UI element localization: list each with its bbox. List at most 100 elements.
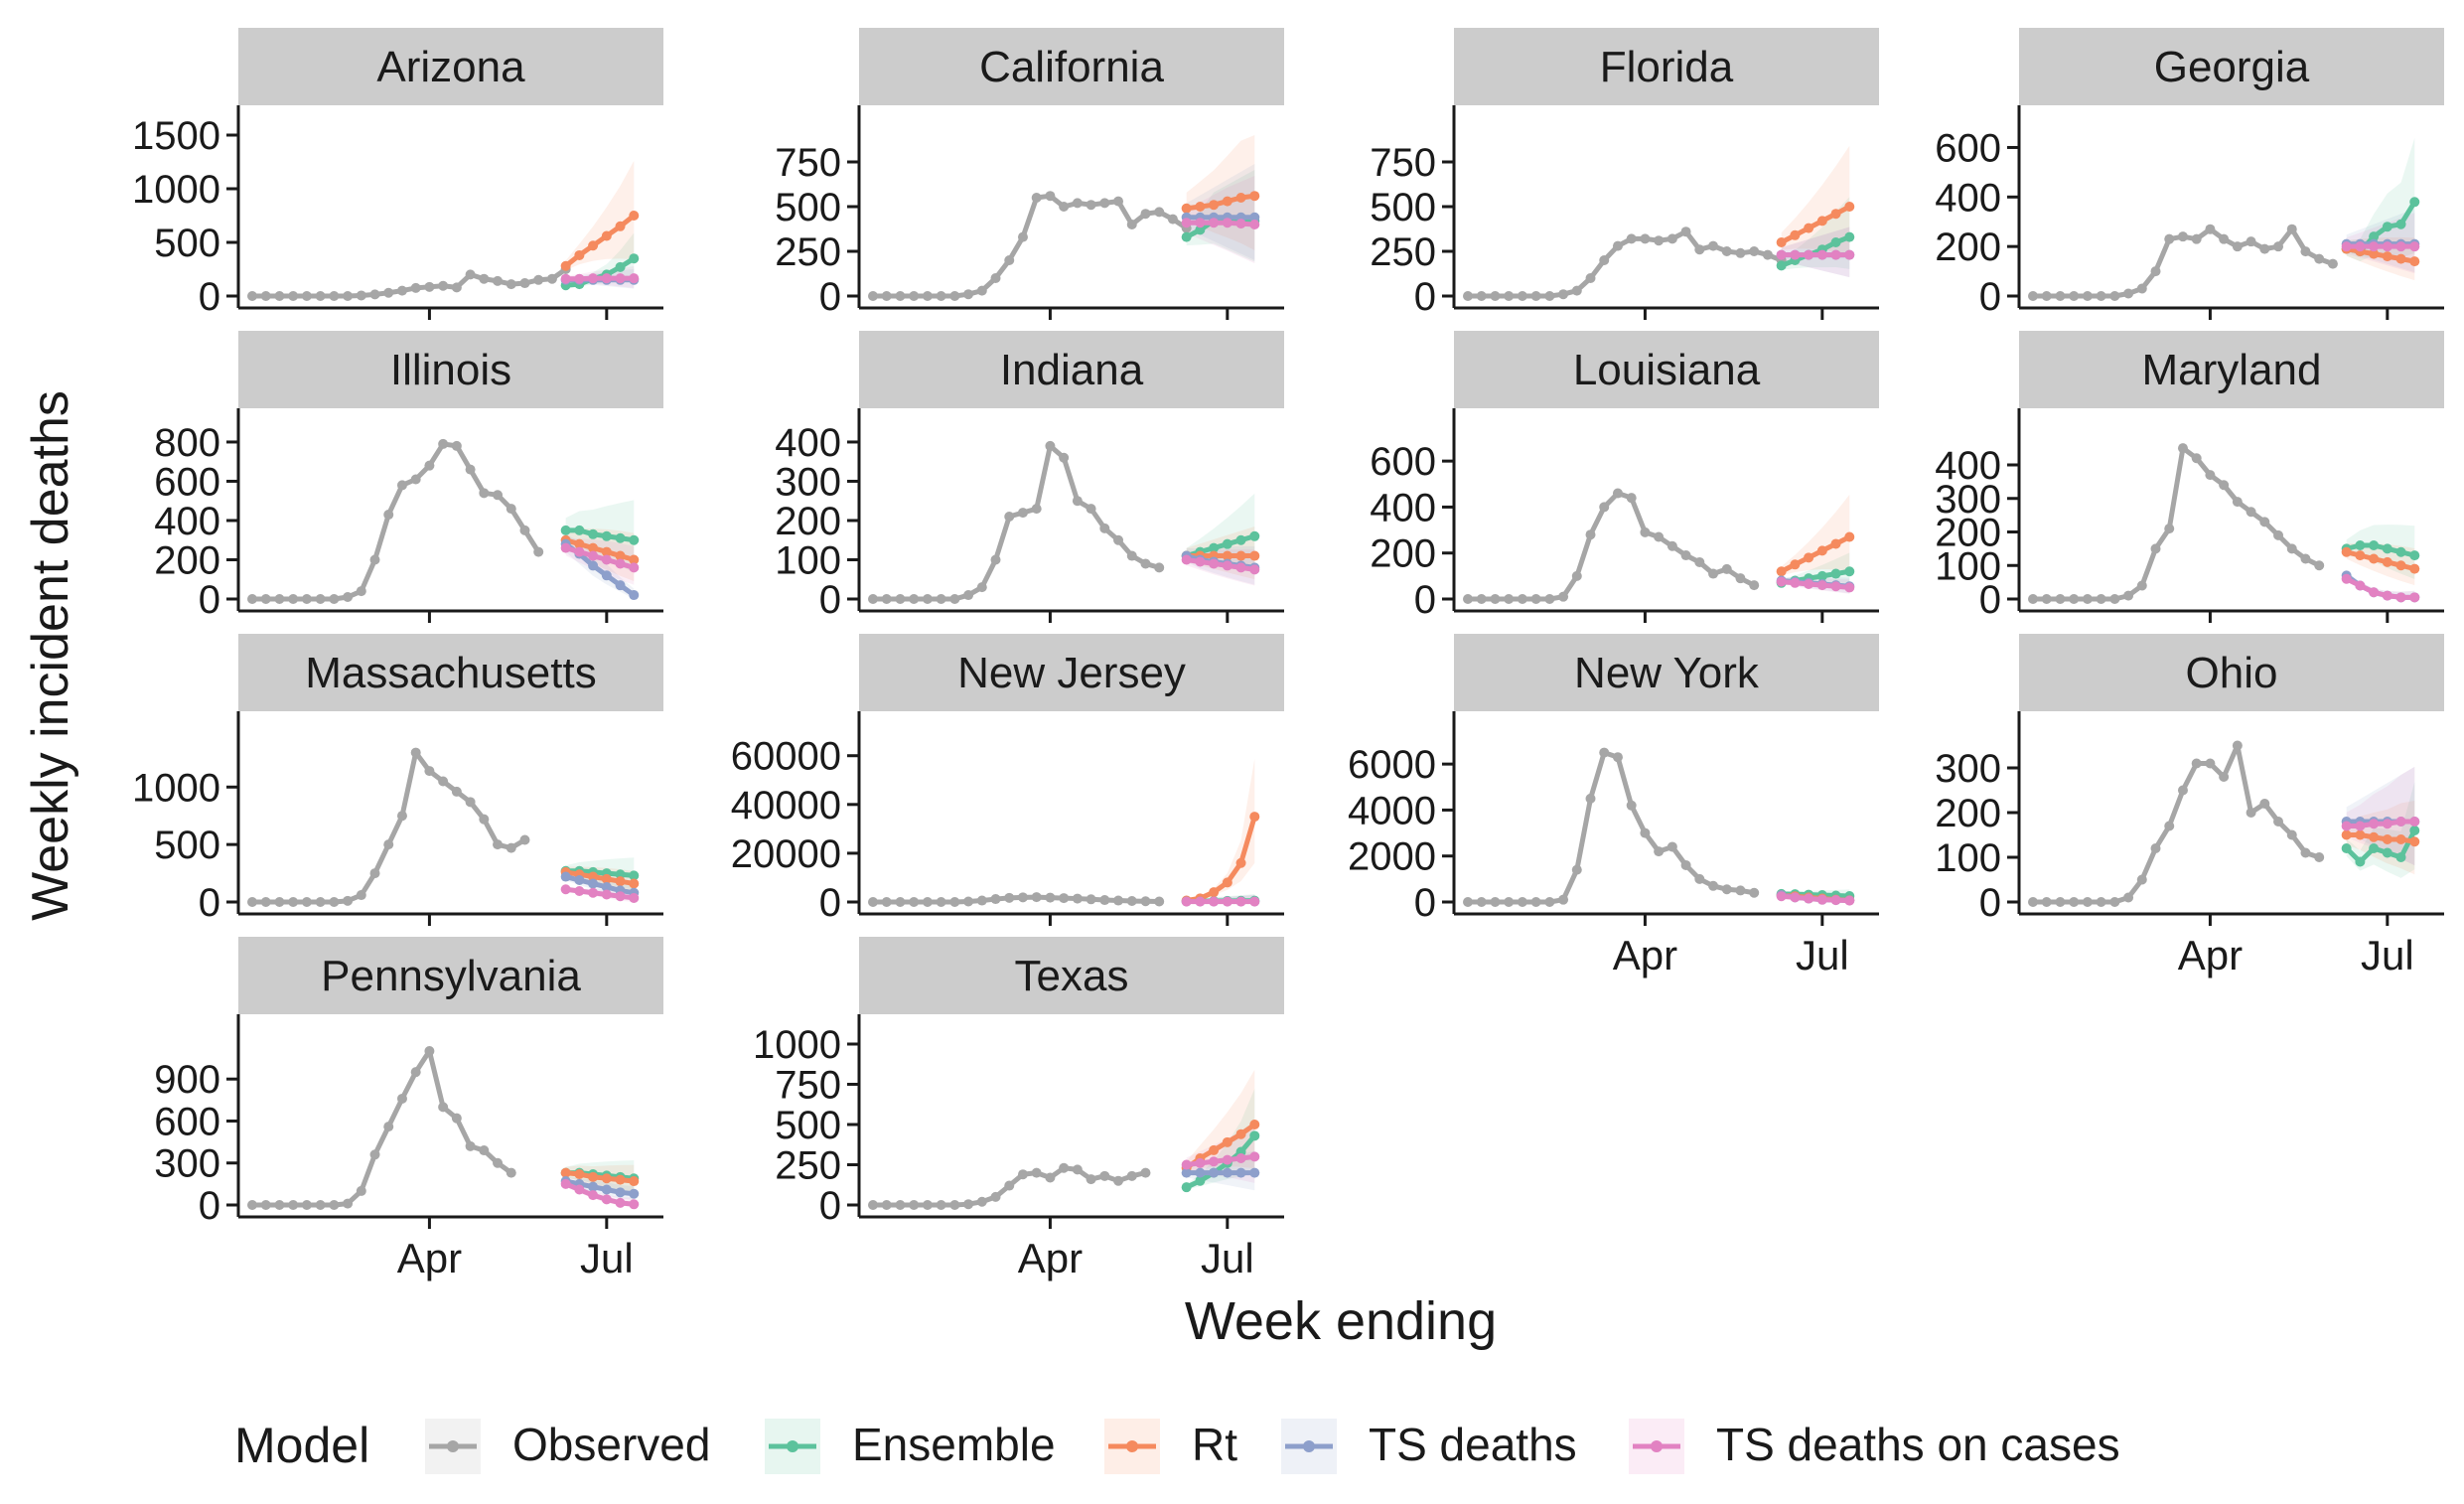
observed-point	[868, 1200, 878, 1210]
ts_cases-point	[1235, 1153, 1246, 1164]
y-tick-label: 600	[1370, 440, 1436, 484]
rt-point	[2395, 253, 2406, 264]
observed-point	[2286, 829, 2297, 840]
observed-point	[396, 1093, 407, 1104]
observed-point	[2314, 253, 2325, 264]
observed-point	[1476, 594, 1487, 604]
rt-point	[574, 249, 585, 260]
y-tick-label: 500	[775, 1104, 841, 1147]
observed-point	[506, 504, 516, 515]
ribbon-rt	[1186, 758, 1255, 902]
observed-point	[288, 1200, 299, 1210]
y-tick-label: 0	[1979, 275, 2001, 319]
ts_cases-point	[2341, 241, 2352, 252]
observed-point	[1544, 897, 1555, 907]
observed-point	[990, 273, 1001, 283]
ribbon-rt	[1186, 1069, 1255, 1174]
ts_cases-point	[1816, 580, 1827, 591]
observed-line	[2033, 743, 2320, 905]
y-tick-label: 0	[1979, 881, 2001, 925]
ts_cases-point	[588, 1190, 599, 1201]
ts_cases-point	[2395, 592, 2406, 603]
ensemble-point	[1830, 237, 1841, 247]
y-tick-label: 400	[1370, 486, 1436, 529]
facet-title: New Jersey	[957, 649, 1186, 697]
y-tick-label: 250	[775, 1144, 841, 1188]
observed-point	[881, 1200, 892, 1210]
rt-point	[601, 873, 612, 884]
observed-point	[260, 1200, 271, 1210]
facet-title: Pennsylvania	[321, 952, 581, 1000]
rt-point	[2382, 251, 2392, 262]
panel-georgia: Georgia 0 200 400 600	[1935, 28, 2444, 320]
ts_cases-point	[588, 887, 599, 898]
ensemble-point	[2395, 219, 2406, 229]
y-tick-label: 200	[1935, 226, 2001, 269]
rt-point	[2382, 834, 2392, 844]
ts_deaths-point	[588, 1181, 599, 1192]
observed-point	[1490, 594, 1501, 604]
y-tick-label: 400	[1935, 176, 2001, 220]
legend: Model Observed Ensemble Rt TS deaths TS death…	[234, 1418, 2120, 1474]
observed-point	[1140, 896, 1151, 907]
ts_cases-point	[1249, 220, 1260, 229]
y-tick-label: 400	[154, 500, 220, 543]
y-tick-label: 0	[819, 881, 841, 925]
rt-point	[1181, 203, 1192, 214]
ts_cases-point	[560, 542, 571, 553]
observed-point	[546, 273, 557, 284]
observed-point	[288, 594, 299, 604]
ensemble-point	[1195, 1175, 1206, 1186]
ts_cases-point	[601, 273, 612, 284]
ts_cases-point	[1790, 892, 1801, 903]
y-tick-label: 60000	[731, 735, 841, 779]
observed-point	[2177, 443, 2188, 454]
ts_cases-point	[1195, 1157, 1206, 1168]
ts_cases-point	[615, 891, 626, 902]
observed-point	[2286, 224, 2297, 234]
y-tick-label: 200	[154, 538, 220, 582]
observed-point	[1086, 504, 1096, 515]
rt-point	[574, 538, 585, 549]
observed-point	[424, 281, 435, 292]
rt-point	[615, 876, 626, 887]
y-tick-label: 600	[154, 1100, 220, 1143]
observed-point	[383, 510, 394, 521]
observed-point	[2259, 799, 2270, 809]
observed-point	[2314, 852, 2325, 862]
observed-point	[976, 582, 987, 593]
observed-point	[2314, 560, 2325, 571]
observed-line	[2033, 445, 2321, 602]
observed-point	[949, 897, 960, 907]
observed-point	[2055, 291, 2066, 301]
ts_cases-point	[1235, 219, 1246, 229]
observed-point	[1762, 249, 1773, 260]
rt-point	[1209, 1144, 1220, 1155]
observed-point	[1059, 1162, 1070, 1173]
observed-point	[369, 1149, 380, 1160]
ts_cases-point	[1790, 249, 1801, 260]
observed-point	[2246, 236, 2256, 247]
observed-point	[1113, 895, 1124, 906]
observed-point	[2286, 543, 2297, 554]
legend-key-point	[1303, 1440, 1315, 1452]
observed-point	[868, 594, 878, 604]
observed-point	[2219, 480, 2230, 491]
observed-point	[247, 897, 257, 907]
facet-strip	[1454, 28, 1879, 105]
observed-point	[1126, 1170, 1137, 1181]
observed-point	[396, 480, 407, 491]
observed-point	[519, 525, 530, 535]
observed-point	[343, 895, 354, 906]
observed-point	[1140, 558, 1151, 569]
rt-point	[1222, 877, 1232, 888]
rt-point	[615, 1174, 626, 1185]
observed-point	[963, 896, 974, 907]
observed-point	[1640, 233, 1651, 244]
observed-point	[1680, 550, 1691, 561]
observed-point	[1530, 897, 1541, 907]
observed-point	[2191, 758, 2202, 769]
y-tick-label: 400	[1935, 444, 2001, 488]
